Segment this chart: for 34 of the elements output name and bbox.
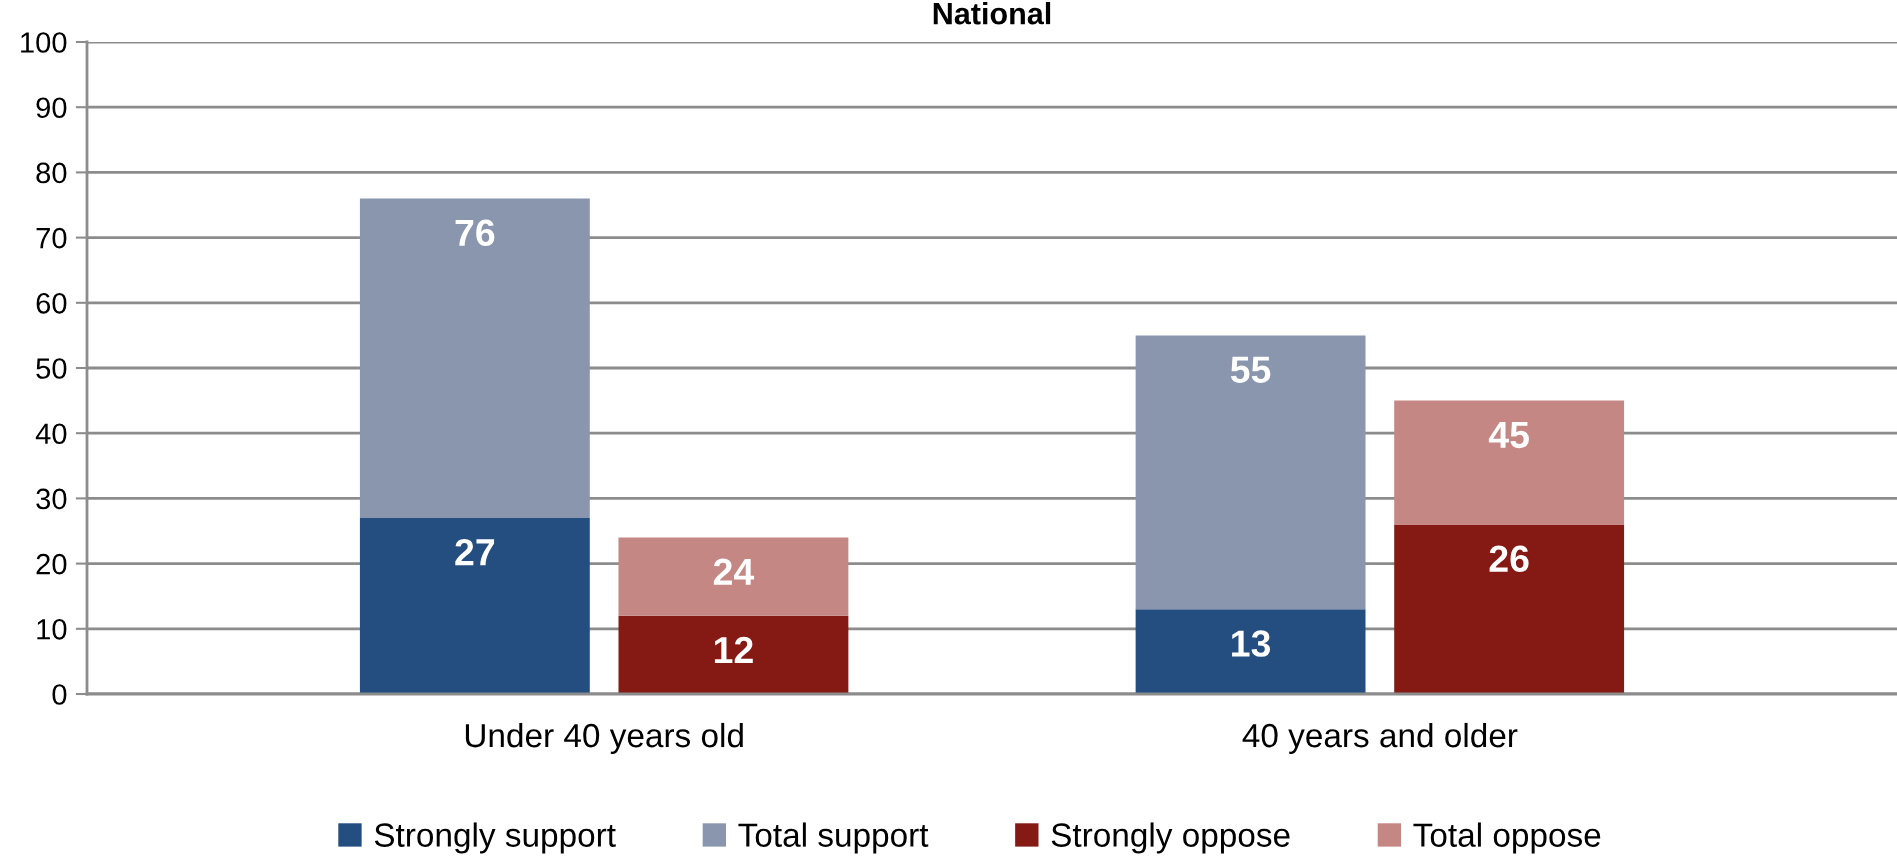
legend-label: Total support	[738, 822, 929, 854]
total-label: 24	[713, 558, 755, 585]
y-tick-label: 0	[52, 684, 67, 705]
y-tick-label: 60	[36, 293, 67, 314]
y-tick-label: 90	[36, 97, 67, 119]
y-tick-label: 10	[37, 619, 67, 640]
data-label: 27	[455, 538, 495, 566]
data-label: 13	[1232, 630, 1271, 657]
bar	[359, 517, 590, 694]
y-tick-label: 50	[36, 358, 67, 379]
text: Under 40 years old	[465, 722, 743, 754]
y-tick-label: 80	[36, 162, 67, 184]
bar	[1135, 335, 1366, 610]
bar	[1394, 524, 1625, 694]
legend-label: Total oppose	[1413, 822, 1601, 854]
y-tick-label: 30	[36, 488, 67, 510]
text: 40 years and older	[1242, 722, 1518, 754]
y-tick-label: 100	[21, 32, 67, 53]
bar	[359, 198, 590, 518]
y-tick-label: 70	[36, 227, 67, 249]
y-tick-label: 40	[35, 423, 67, 445]
data-label: 12	[714, 636, 753, 663]
legend-label: Strongly support	[374, 822, 616, 854]
total-label: 45	[1488, 422, 1529, 449]
chart-title: National	[933, 2, 1051, 25]
legend-label: Strongly oppose	[1051, 822, 1290, 854]
data-label: 26	[1489, 545, 1529, 573]
total-label: 76	[455, 219, 495, 247]
bar	[1135, 609, 1366, 694]
total-label: 55	[1230, 356, 1271, 383]
bar	[618, 537, 849, 616]
bar	[618, 615, 849, 694]
y-tick-label: 20	[36, 553, 67, 575]
bar	[1394, 400, 1625, 525]
